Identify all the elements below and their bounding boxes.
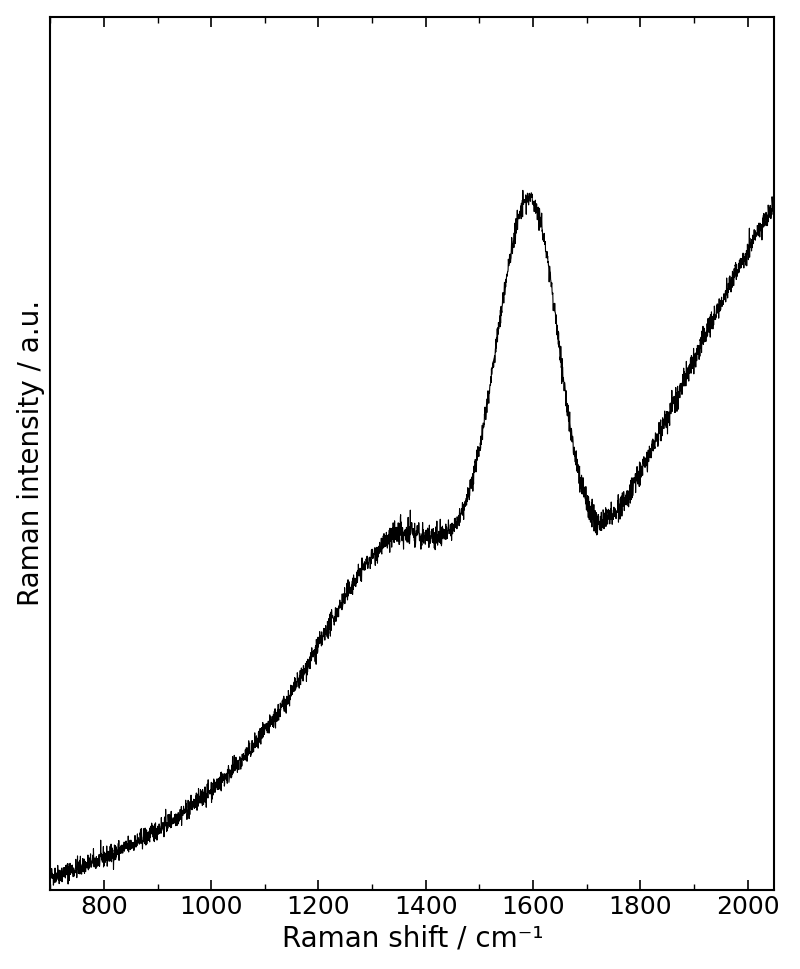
Y-axis label: Raman intensity / a.u.: Raman intensity / a.u. xyxy=(17,300,45,607)
X-axis label: Raman shift / cm⁻¹: Raman shift / cm⁻¹ xyxy=(282,924,543,953)
